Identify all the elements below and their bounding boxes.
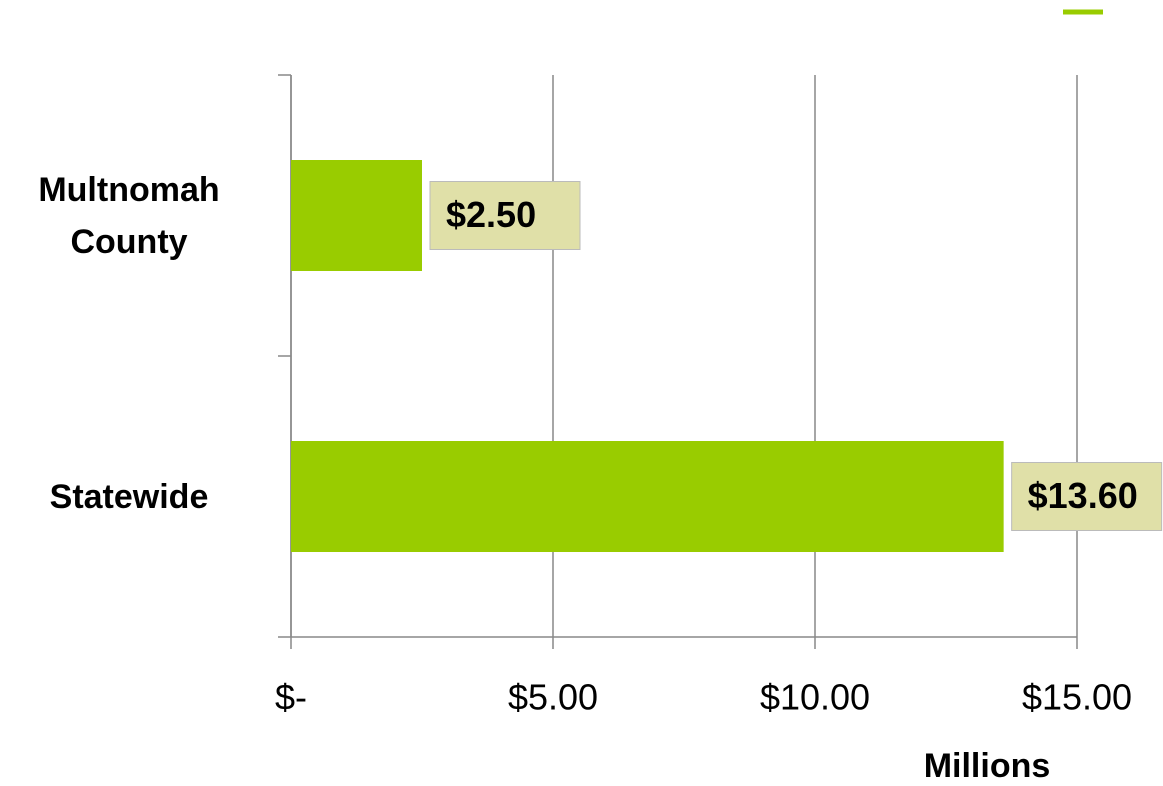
x-tick-label: $15.00 [1022,677,1132,718]
category-label: Multnomah County [38,170,220,261]
data-label: $13.60 [1028,475,1138,516]
x-axis-title: Millions [924,747,1051,785]
x-tick-label: $10.00 [760,677,870,718]
bar [291,441,1004,552]
x-tick-label: $5.00 [508,677,598,718]
bar [291,160,422,271]
x-tick-label: $- [275,677,307,718]
category-label: Statewide [49,477,209,516]
data-label-box [429,181,581,250]
data-label-box [1011,462,1163,531]
data-label: $2.50 [446,194,536,235]
